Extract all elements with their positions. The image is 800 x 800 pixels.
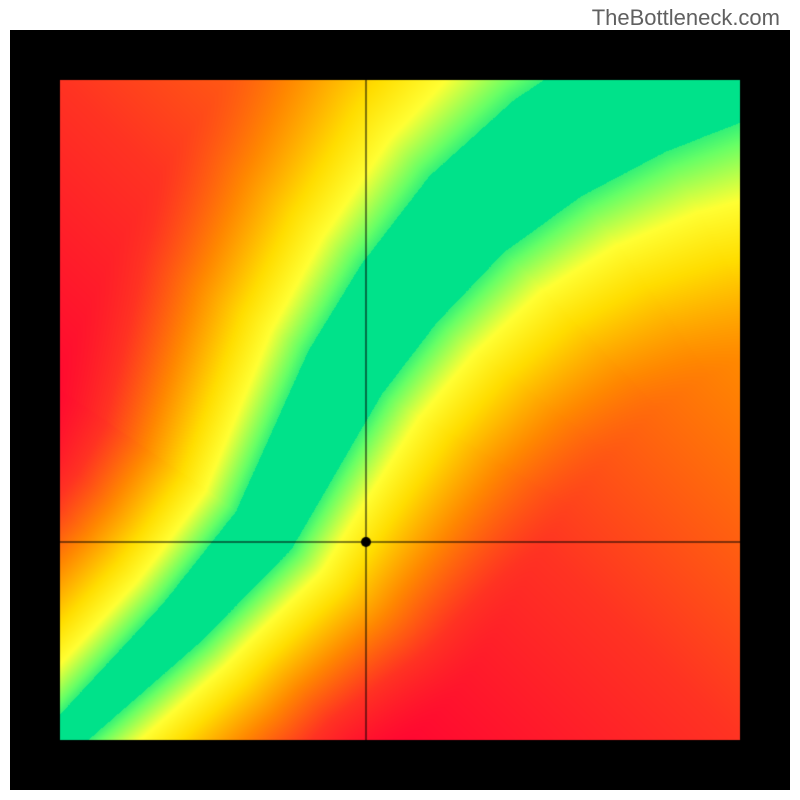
heatmap-chart [10,30,790,790]
watermark-text: TheBottleneck.com [592,5,780,31]
heatmap-canvas [10,30,790,790]
chart-container: TheBottleneck.com [0,0,800,800]
